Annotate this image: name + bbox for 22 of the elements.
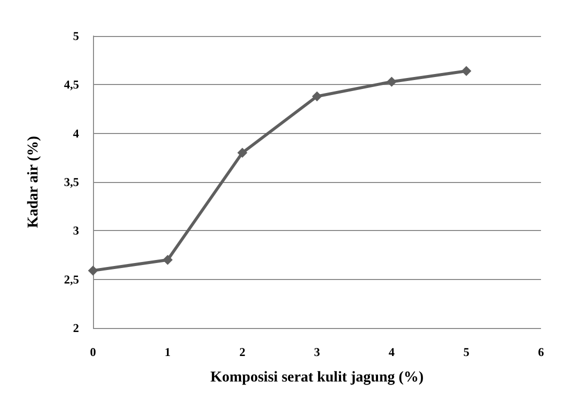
y-tick-label: 2,5: [64, 272, 79, 286]
x-tick-label: 6: [538, 345, 544, 359]
y-tick-label: 5: [73, 29, 79, 43]
point: [88, 266, 98, 276]
y-tick-label: 3,5: [64, 175, 79, 189]
point: [312, 91, 322, 102]
point: [461, 66, 472, 76]
point: [386, 76, 397, 87]
x-axis-title: Komposisi serat kulit jagung (%): [210, 370, 424, 386]
point: [162, 254, 173, 265]
x-tick-label: 1: [164, 345, 171, 359]
x-tick-label: 5: [463, 345, 470, 359]
y-tick-label: 3: [73, 224, 79, 238]
x-tick-label: 3: [314, 345, 320, 359]
y-tick-label: 4: [73, 126, 79, 140]
y-axis-title: Kadar air (%): [26, 136, 42, 228]
x-tick-label: 2: [239, 345, 246, 359]
x-tick-label: 0: [90, 345, 96, 359]
x-tick-label: 4: [388, 345, 395, 359]
point: [237, 148, 248, 158]
y-tick-label: 2: [73, 321, 79, 335]
y-tick-label: 4,5: [64, 78, 79, 92]
